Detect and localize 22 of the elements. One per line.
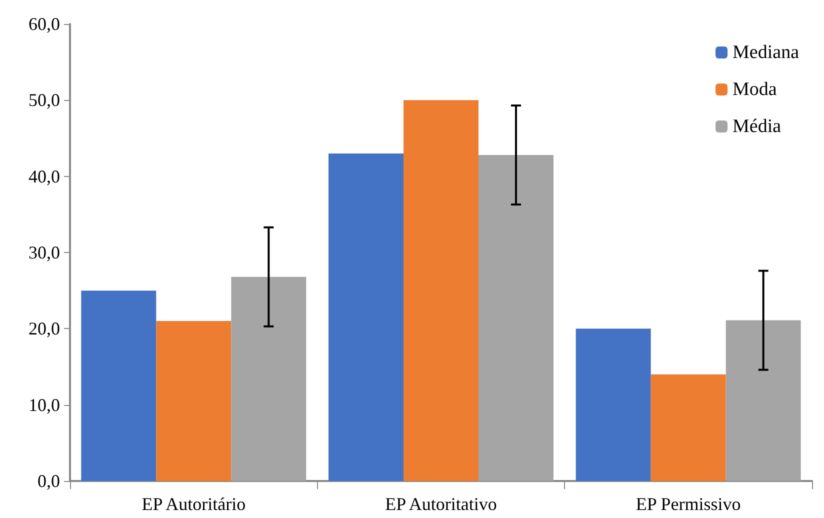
y-tick-label: 10,0 <box>28 394 60 415</box>
x-tick-label: EP Permissivo <box>636 494 741 514</box>
y-tick-label: 20,0 <box>28 318 60 339</box>
x-tick-label: EP Autoritário <box>142 494 246 514</box>
bar <box>478 155 554 481</box>
x-tick-label: EP Autoritativo <box>385 494 497 514</box>
y-tick-label: 0,0 <box>38 471 60 491</box>
bar <box>576 328 651 481</box>
legend-label: Moda <box>732 79 778 100</box>
y-tick-label: 50,0 <box>28 90 60 110</box>
legend-label: Mediana <box>732 42 800 63</box>
bar <box>650 374 726 481</box>
bar <box>404 100 478 481</box>
bar <box>156 321 232 481</box>
bar <box>328 153 404 481</box>
legend-label: Média <box>732 116 782 137</box>
bar <box>231 276 306 481</box>
bar <box>726 320 801 481</box>
y-tick-label: 60,0 <box>28 14 60 34</box>
y-tick-label: 30,0 <box>28 242 60 262</box>
bar <box>81 290 156 481</box>
y-tick-label: 40,0 <box>28 166 60 186</box>
